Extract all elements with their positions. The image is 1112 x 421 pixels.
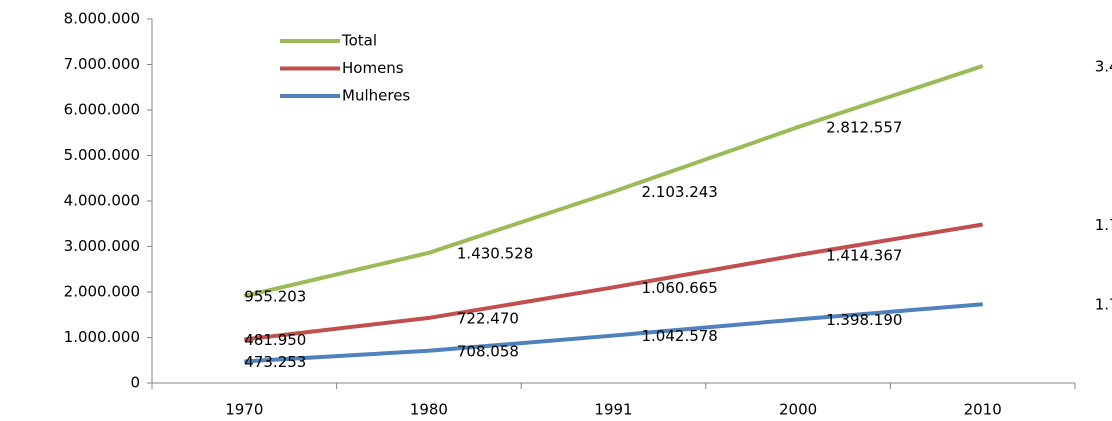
- data-label: 708.058: [457, 342, 519, 360]
- data-label: 2.103.243: [642, 183, 718, 201]
- legend-label: Total: [341, 32, 377, 50]
- legend-label: Homens: [342, 59, 404, 77]
- x-tick-label: 1970: [225, 401, 263, 419]
- data-label: 3.483.985: [1095, 57, 1112, 75]
- data-label: 955.203: [244, 288, 306, 306]
- data-label: 1.753.179: [1095, 216, 1112, 234]
- data-label: 1.430.528: [457, 244, 533, 262]
- y-tick-label: 8.000.000: [64, 10, 140, 28]
- y-tick-label: 0: [130, 374, 140, 392]
- y-tick-label: 7.000.000: [64, 55, 140, 73]
- data-label: 2.812.557: [826, 119, 902, 137]
- y-tick-label: 2.000.000: [64, 283, 140, 301]
- data-label: 1.060.665: [642, 279, 718, 297]
- data-label: 722.470: [457, 309, 519, 327]
- y-tick-label: 5.000.000: [64, 146, 140, 164]
- y-tick-label: 1.000.000: [64, 328, 140, 346]
- series-line: [244, 302, 983, 364]
- y-tick-label: 4.000.000: [64, 192, 140, 210]
- x-tick-label: 1980: [410, 401, 448, 419]
- series-line: [243, 64, 984, 299]
- series-line: [244, 222, 984, 342]
- x-tick-label: 1991: [594, 401, 632, 419]
- x-tick-label: 2000: [779, 401, 817, 419]
- data-label: 1.730.806: [1095, 296, 1112, 314]
- data-label: 473.253: [244, 353, 306, 371]
- data-label: 481.950: [244, 331, 306, 349]
- legend-label: Mulheres: [342, 87, 410, 105]
- data-label: 1.414.367: [826, 247, 902, 265]
- data-label: 1.042.578: [642, 327, 718, 345]
- y-tick-label: 6.000.000: [64, 101, 140, 119]
- data-label: 1.398.190: [826, 311, 902, 329]
- y-tick-label: 3.000.000: [64, 237, 140, 255]
- x-tick-label: 2010: [964, 401, 1002, 419]
